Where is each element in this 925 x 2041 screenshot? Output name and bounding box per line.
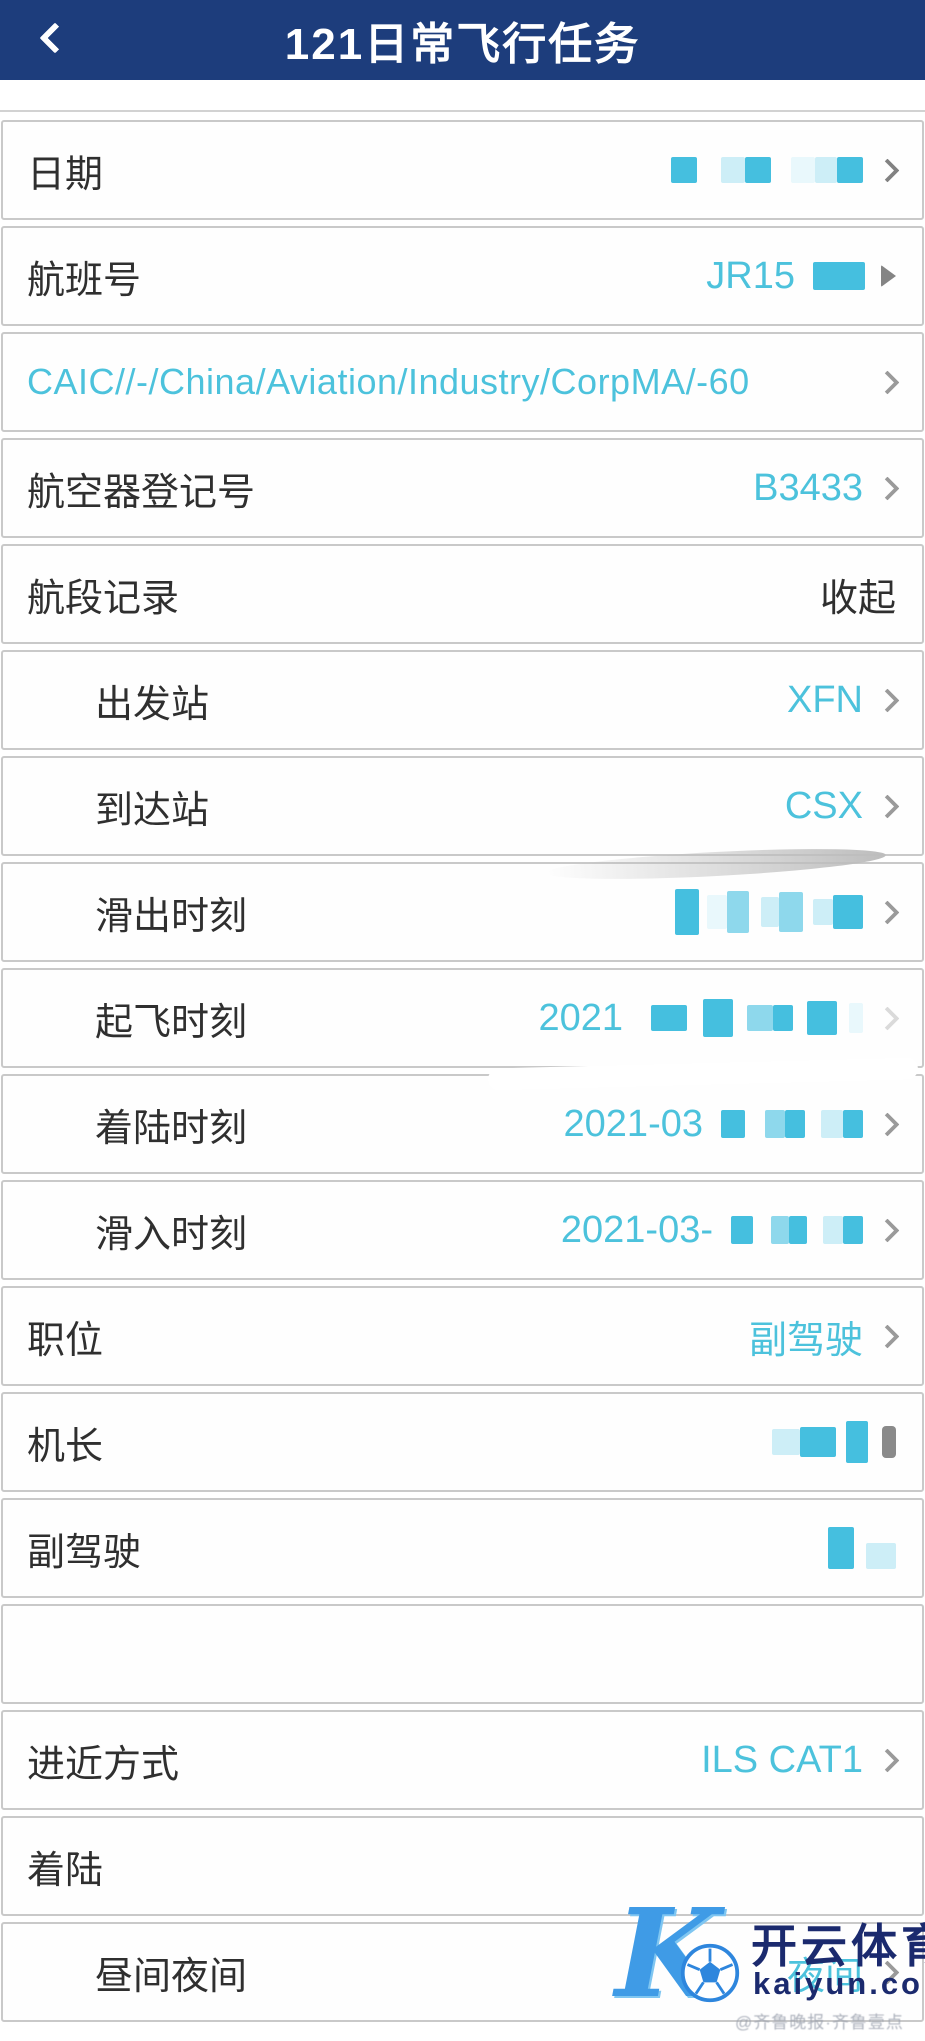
row-landing-section[interactable]: 着陆 [1, 1816, 924, 1916]
press-credit-text: @齐鲁晚报·齐鲁壹点 [735, 2013, 904, 2032]
app-header: 121日常飞行任务 [0, 0, 925, 80]
atc-callsign-value: CAIC//-/China/Aviation/Industry/CorpMA/-… [27, 361, 750, 402]
chevron-right-icon [875, 1005, 900, 1031]
row-taxi-out-time-label: 滑出时刻 [95, 895, 248, 938]
row-position[interactable]: 职位 副驾驶 [1, 1286, 924, 1386]
chevron-right-icon [875, 687, 900, 713]
row-captain-label: 机长 [27, 1425, 104, 1468]
chevron-right-icon [875, 899, 900, 925]
chevron-right-icon [875, 793, 900, 819]
day-night-value: 夜间 [786, 1955, 863, 1998]
row-atc-callsign[interactable]: CAIC//-/China/Aviation/Industry/CorpMA/-… [1, 332, 924, 432]
redacted-takeoff-time [651, 999, 863, 1037]
row-taxi-in-time-label: 滑入时刻 [95, 1213, 248, 1256]
redacted-date-value [671, 157, 863, 183]
row-departure-station-label: 出发站 [95, 683, 210, 726]
page-title: 121日常飞行任务 [284, 20, 641, 69]
redacted-copilot-name [828, 1527, 896, 1569]
chevron-right-icon [875, 157, 900, 183]
row-landing-time-label: 着陆时刻 [95, 1107, 248, 1150]
redacted-taxi-in-time [731, 1216, 863, 1244]
redacted-flight-number [813, 262, 865, 290]
chevron-right-icon [875, 1111, 900, 1137]
row-landing-section-label: 着陆 [27, 1849, 104, 1892]
approach-type-value: ILS CAT1 [701, 1738, 863, 1781]
row-taxi-out-time[interactable]: 滑出时刻 [1, 843, 924, 962]
row-day-night-label: 昼间夜间 [95, 1955, 248, 1998]
row-landing-time[interactable]: 着陆时刻 2021-03 [1, 1057, 924, 1174]
row-arrival-station[interactable]: 到达站 CSX [1, 756, 924, 856]
row-takeoff-time[interactable]: 起飞时刻 2021 [1, 968, 924, 1068]
departure-station-value: XFN [787, 678, 863, 721]
collapse-toggle[interactable]: 收起 [819, 577, 896, 620]
row-copilot[interactable]: 副驾驶 [1, 1498, 924, 1598]
chevron-right-icon [875, 1323, 900, 1349]
flight-number-value: JR15 [706, 254, 795, 297]
chevron-right-icon [875, 475, 900, 501]
flight-task-form: 日期 航班号 JR15 CAIC//-/China/Aviation/Indus… [0, 80, 925, 2032]
row-copilot-label: 副驾驶 [27, 1531, 142, 1574]
row-date[interactable]: 日期 [1, 120, 924, 220]
row-day-night[interactable]: 昼间夜间 夜间 K 开云体育 kaiyun.com @齐鲁晚报·齐鲁壹点 [1, 1892, 925, 2032]
soccer-ball-icon [679, 1942, 741, 2009]
takeoff-time-value: 2021 [538, 996, 623, 1039]
row-aircraft-registration-label: 航空器登记号 [27, 471, 256, 514]
row-aircraft-registration[interactable]: 航空器登记号 B3433 [1, 438, 924, 538]
chevron-right-icon [875, 1747, 900, 1773]
row-approach-type-label: 进近方式 [27, 1743, 180, 1786]
redacted-captain-name [772, 1421, 896, 1463]
back-button[interactable] [36, 22, 71, 54]
chevron-right-icon [875, 369, 900, 395]
row-takeoff-time-label: 起飞时刻 [95, 1001, 248, 1044]
row-empty[interactable] [1, 1604, 924, 1704]
row-arrival-station-label: 到达站 [95, 789, 210, 832]
row-date-label: 日期 [27, 153, 104, 196]
back-arrow-icon [39, 22, 71, 54]
position-value: 副驾驶 [748, 1319, 863, 1362]
row-segment-record[interactable]: 航段记录 收起 [1, 544, 924, 644]
row-captain[interactable]: 机长 [1, 1392, 924, 1492]
row-flight-number[interactable]: 航班号 JR15 [1, 226, 924, 326]
row-taxi-in-time[interactable]: 滑入时刻 2021-03- [1, 1180, 924, 1280]
row-departure-station[interactable]: 出发站 XFN [1, 650, 924, 750]
row-approach-type[interactable]: 进近方式 ILS CAT1 [1, 1710, 924, 1810]
row-flight-number-label: 航班号 [27, 259, 142, 302]
row-segment-record-label: 航段记录 [27, 577, 180, 620]
landing-time-value: 2021-03 [563, 1102, 703, 1145]
redacted-landing-time [721, 1110, 863, 1138]
arrival-station-value: CSX [784, 784, 863, 827]
chevron-right-icon [875, 1217, 900, 1243]
aircraft-registration-value: B3433 [753, 466, 863, 509]
chevron-right-icon [881, 265, 896, 287]
taxi-in-time-value: 2021-03- [560, 1208, 713, 1251]
redacted-taxi-out-time [675, 889, 863, 935]
chevron-right-icon [875, 1959, 900, 1985]
row-position-label: 职位 [27, 1319, 104, 1362]
